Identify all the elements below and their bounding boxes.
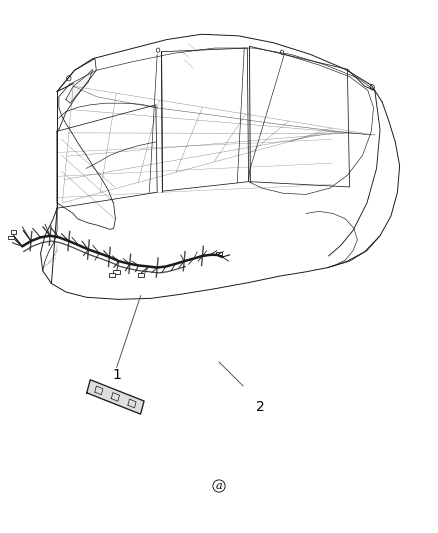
Bar: [8, 236, 14, 239]
Polygon shape: [87, 379, 144, 414]
Text: 1: 1: [112, 368, 121, 382]
Bar: [11, 230, 16, 233]
Bar: [113, 270, 120, 273]
Text: 2: 2: [256, 400, 265, 414]
Text: a: a: [215, 481, 223, 491]
Polygon shape: [66, 69, 93, 103]
Bar: [138, 273, 144, 277]
Bar: [110, 273, 116, 277]
Bar: [216, 252, 222, 255]
